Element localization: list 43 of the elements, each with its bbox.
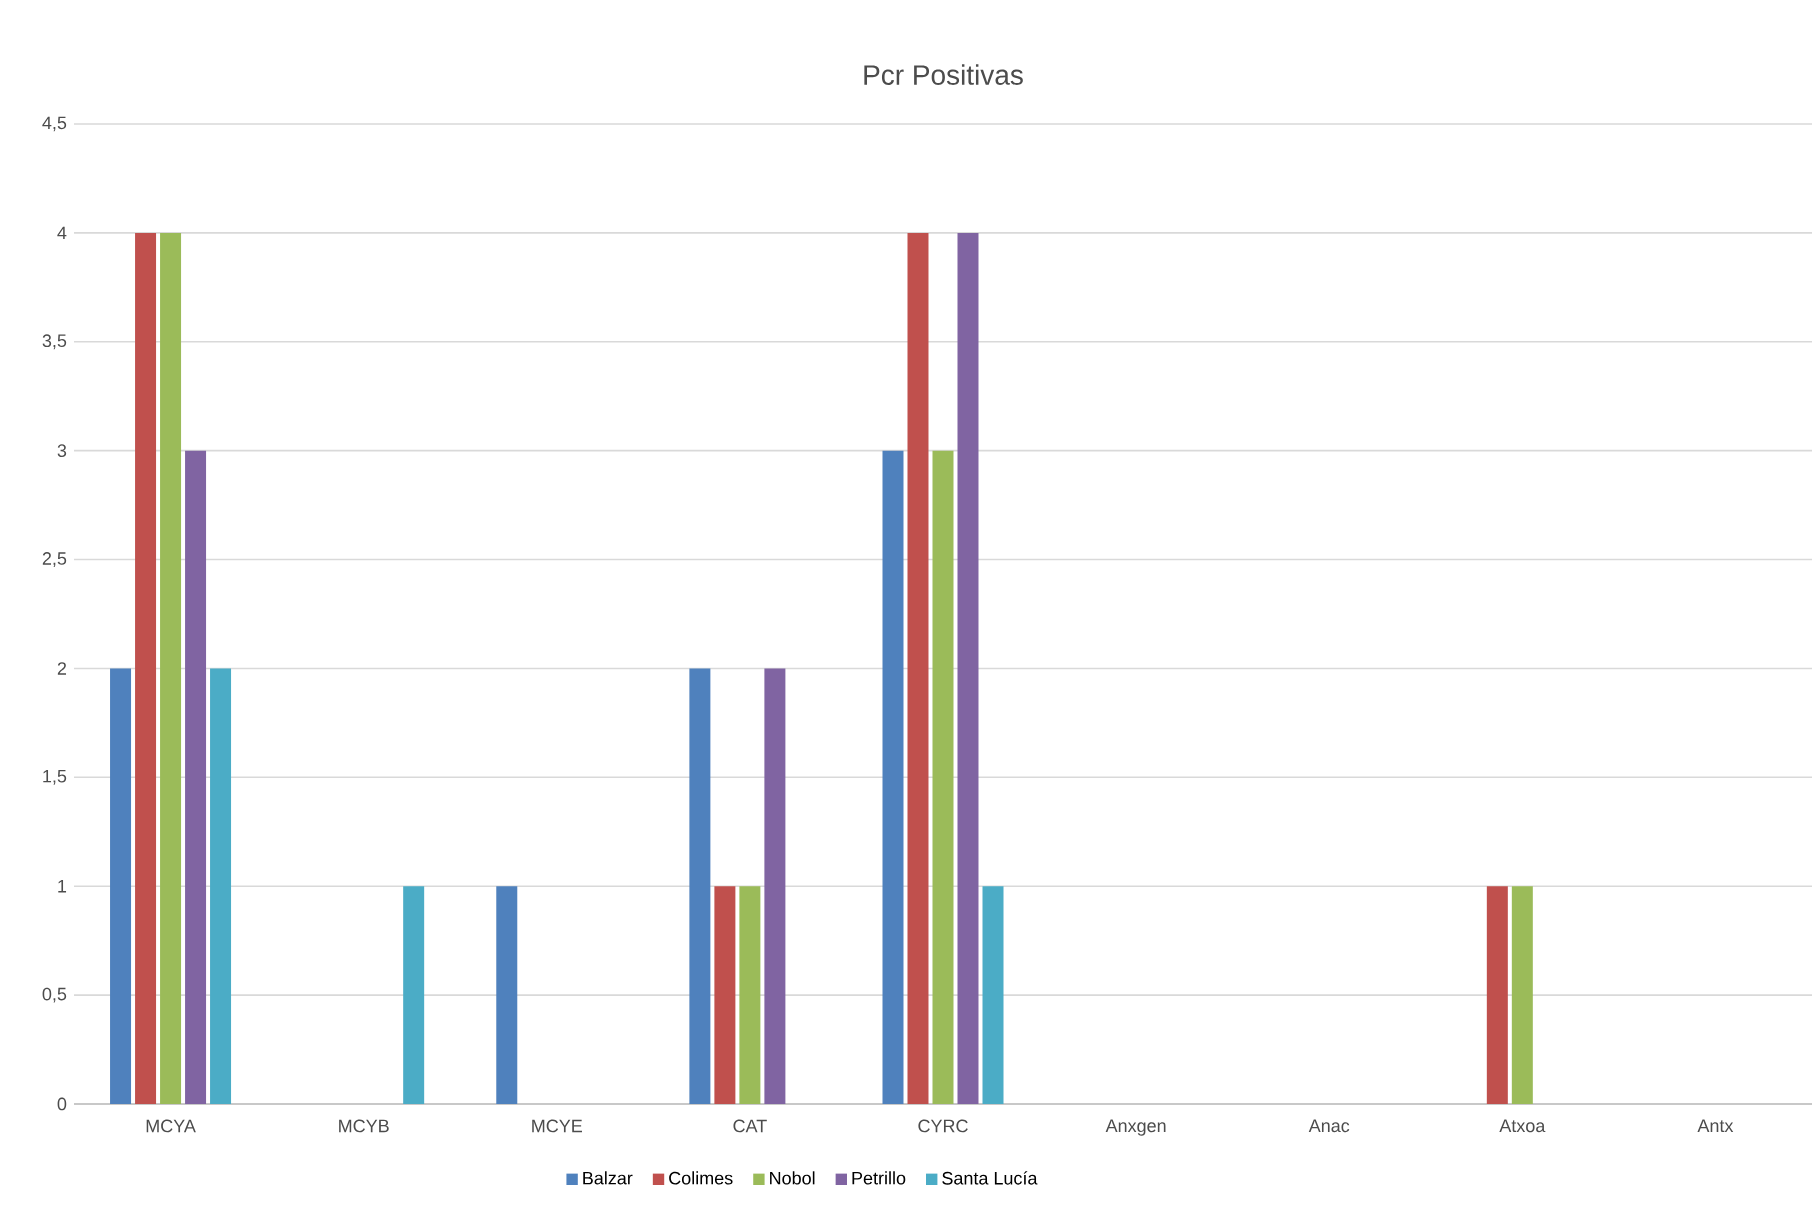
x-tick-label: Anac <box>1308 1119 1350 1133</box>
bar <box>210 668 232 1104</box>
x-tick-label: MCYE <box>532 1119 582 1133</box>
bar <box>882 450 904 1104</box>
x-tick-label: Antx <box>1697 1119 1734 1133</box>
x-tick-label: MCYA <box>146 1119 196 1133</box>
y-tick-label: 1,5 <box>43 769 67 785</box>
bar <box>160 232 182 1104</box>
bar <box>403 886 425 1104</box>
bar <box>982 886 1004 1104</box>
bar <box>1486 886 1508 1104</box>
bar <box>764 668 786 1104</box>
bar <box>932 450 954 1104</box>
legend-label: Balzar <box>583 1171 633 1185</box>
x-tick-label: Anxgen <box>1105 1119 1166 1136</box>
bar <box>1511 886 1533 1104</box>
y-tick-label: 3 <box>57 444 67 458</box>
y-tick-label: 3,5 <box>42 334 67 350</box>
x-tick-label: CYRC <box>918 1119 968 1133</box>
y-tick-label: 2 <box>57 662 67 675</box>
legend-label: Colimes <box>669 1171 733 1185</box>
y-tick-label: 4,5 <box>42 116 67 132</box>
chart-title: Pcr Positivas <box>864 64 1023 85</box>
bar <box>110 668 132 1104</box>
y-tick-label: 4 <box>57 226 67 240</box>
legend-label: Petrillo <box>852 1171 906 1185</box>
x-tick-label: CAT <box>733 1119 767 1133</box>
legend-label: Nobol <box>770 1171 815 1185</box>
y-tick-label: 0,5 <box>42 987 67 1003</box>
x-tick-label: MCYB <box>339 1119 389 1133</box>
y-tick-label: 1 <box>58 880 67 893</box>
bar <box>957 232 979 1104</box>
y-tick-label: 2,5 <box>42 552 67 567</box>
bar <box>689 668 711 1104</box>
y-tick-label: 0 <box>57 1097 67 1111</box>
x-tick-label: Atxoa <box>1499 1119 1546 1133</box>
legend-label: Santa Lucía <box>942 1171 1038 1185</box>
bar <box>907 232 929 1104</box>
bar <box>714 886 736 1104</box>
bar <box>135 232 157 1104</box>
bar <box>185 450 207 1104</box>
bar <box>739 886 761 1104</box>
bar <box>496 886 518 1104</box>
